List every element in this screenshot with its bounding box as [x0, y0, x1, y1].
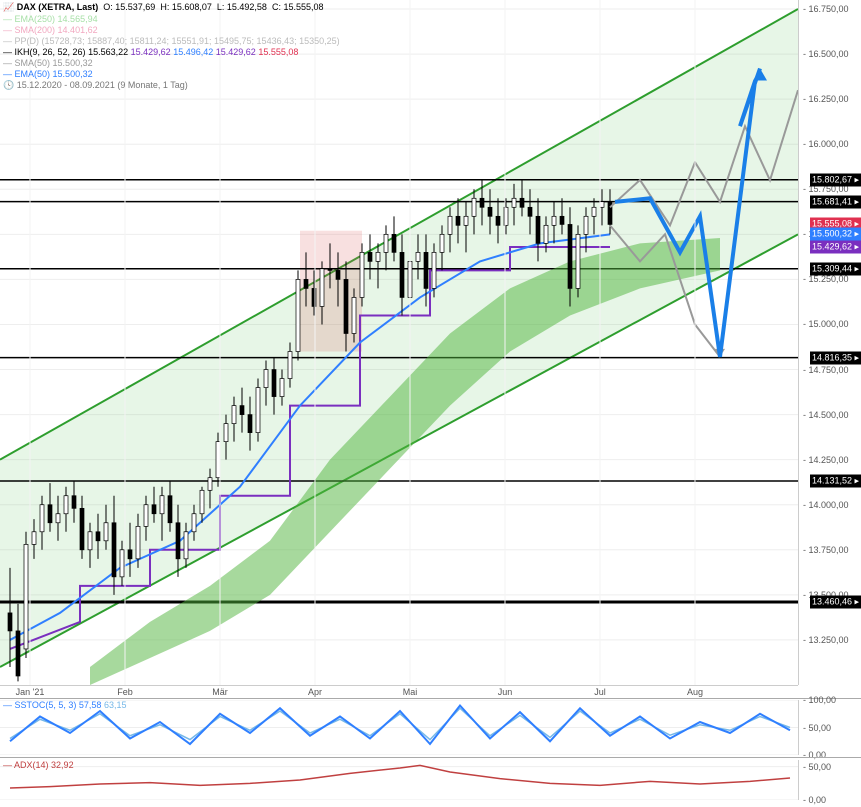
y-tick: - 100,00	[803, 695, 836, 705]
x-tick: Mai	[403, 687, 418, 697]
y-tick: - 0,00	[803, 750, 826, 760]
legend-period: 🕓 15.12.2020 - 08.09.2021 (9 Monate, 1 T…	[3, 80, 188, 91]
ikh-v5: 15.555,08	[258, 47, 298, 57]
y-tick: - 15.000,00	[803, 319, 849, 329]
panel-separator-1	[0, 698, 861, 699]
y-tick: - 16.750,00	[803, 4, 849, 14]
pp-values: (15728,73; 15887,40; 15811,24; 15551,91;…	[42, 36, 340, 46]
ikh-v1: 15.563,22	[88, 47, 128, 57]
ikh-v4: 15.429,62	[216, 47, 256, 57]
price-marker: 13.460,46 ▸	[810, 595, 861, 608]
adx-value: 32,92	[51, 760, 74, 770]
adx-panel[interactable]: — ADX(14) 32,92	[0, 760, 798, 800]
panel-separator-2	[0, 757, 861, 758]
y-tick: - 14.500,00	[803, 410, 849, 420]
ikh-label: IKH(9, 26, 52, 26)	[15, 47, 86, 57]
x-tick: Feb	[117, 687, 133, 697]
y-tick: - 14.750,00	[803, 365, 849, 375]
chart-container: 📈 DAX (XETRA, Last) O: 15.537,69 H: 15.6…	[0, 0, 861, 807]
period-label: 15.12.2020 - 08.09.2021	[17, 80, 115, 90]
price-marker: 14.816,35 ▸	[810, 351, 861, 364]
ohlc-low: 15.492,58	[227, 2, 267, 12]
x-tick: Jan '21	[16, 687, 45, 697]
pp-label: PP(D)	[15, 36, 40, 46]
price-chart-svg	[0, 0, 798, 685]
y-axis-adx: - 0,00- 50,00	[798, 760, 861, 800]
legend-adx: — ADX(14) 32,92	[3, 760, 74, 770]
y-tick: - 16.000,00	[803, 139, 849, 149]
ikh-v2: 15.429,62	[131, 47, 171, 57]
sma50g-value: 15.500,32	[53, 58, 93, 68]
y-axis-main: - 16.750,00 - 16.500,00 - 16.250,00 - 16.00…	[798, 0, 861, 685]
y-tick: - 14.250,00	[803, 455, 849, 465]
x-tick: Jun	[498, 687, 513, 697]
ema250-label: EMA(250)	[15, 14, 56, 24]
ohlc-high: 15.608,07	[172, 2, 212, 12]
ohlc-open: 15.537,69	[115, 2, 155, 12]
clock-icon: 🕓	[3, 80, 14, 90]
y-tick: - 16.500,00	[803, 49, 849, 59]
y-tick: - 16.250,00	[803, 94, 849, 104]
sstoc-v1: 57,58	[79, 700, 102, 710]
y-tick: - 50,00	[803, 723, 831, 733]
sstoc-panel[interactable]: — SSTOC(5, 5, 3) 57,58 63,15	[0, 700, 798, 755]
price-marker: 15.429,62 ▸	[810, 241, 861, 254]
legend-sma50g: — SMA(50) 15.500,32	[3, 58, 93, 68]
ohlc-close: 15.555,08	[283, 2, 323, 12]
x-tick: Apr	[308, 687, 322, 697]
sstoc-v2: 63,15	[104, 700, 127, 710]
price-marker: 15.681,41 ▸	[810, 195, 861, 208]
period-suffix: (9 Monate, 1 Tag)	[117, 80, 187, 90]
y-tick: - 50,00	[803, 762, 831, 772]
ema50-value: 15.500,32	[53, 69, 93, 79]
y-tick: - 0,00	[803, 795, 826, 805]
price-marker: 15.309,44 ▸	[810, 262, 861, 275]
legend-symbol: 📈 DAX (XETRA, Last) O: 15.537,69 H: 15.6…	[3, 2, 324, 13]
y-tick: - 13.250,00	[803, 635, 849, 645]
symbol-label: DAX (XETRA, Last)	[17, 2, 99, 12]
x-tick: Mär	[212, 687, 228, 697]
legend-ema250: — EMA(250) 14.565,94	[3, 14, 98, 24]
price-marker: 15.500,32 ▸	[810, 228, 861, 241]
adx-label: ADX(14)	[14, 760, 49, 770]
chart-symbol-icon: 📈	[3, 2, 14, 12]
legend-pp: — PP(D) (15728,73; 15887,40; 15811,24; 1…	[3, 36, 340, 46]
sma50g-label: SMA(50)	[15, 58, 51, 68]
x-axis: Jan '21 Feb Mär Apr Mai Jun Jul Aug	[0, 685, 798, 699]
sstoc-label: SSTOC(5, 5, 3)	[15, 700, 77, 710]
legend-sstoc: — SSTOC(5, 5, 3) 57,58 63,15	[3, 700, 126, 710]
ema50-label: EMA(50)	[15, 69, 51, 79]
legend-ikh: — IKH(9, 26, 52, 26) 15.563,22 15.429,62…	[3, 47, 298, 57]
sma200-label: SMA(200)	[15, 25, 56, 35]
y-tick: - 14.000,00	[803, 500, 849, 510]
adx-svg	[0, 760, 798, 800]
ikh-v3: 15.496,42	[173, 47, 213, 57]
price-marker: 14.131,52 ▸	[810, 475, 861, 488]
y-axis-sstoc: - 0,00- 50,00- 100,00	[798, 700, 861, 755]
sma200-value: 14.401,62	[58, 25, 98, 35]
y-tick: - 15.250,00	[803, 274, 849, 284]
legend-sma200: — SMA(200) 14.401,62	[3, 25, 98, 35]
main-price-panel[interactable]: 📈 DAX (XETRA, Last) O: 15.537,69 H: 15.6…	[0, 0, 798, 685]
price-marker: 15.802,67 ▸	[810, 173, 861, 186]
y-tick: - 13.750,00	[803, 545, 849, 555]
ema250-value: 14.565,94	[58, 14, 98, 24]
x-tick: Jul	[594, 687, 606, 697]
x-tick: Aug	[687, 687, 703, 697]
legend-ema50: — EMA(50) 15.500,32	[3, 69, 93, 79]
